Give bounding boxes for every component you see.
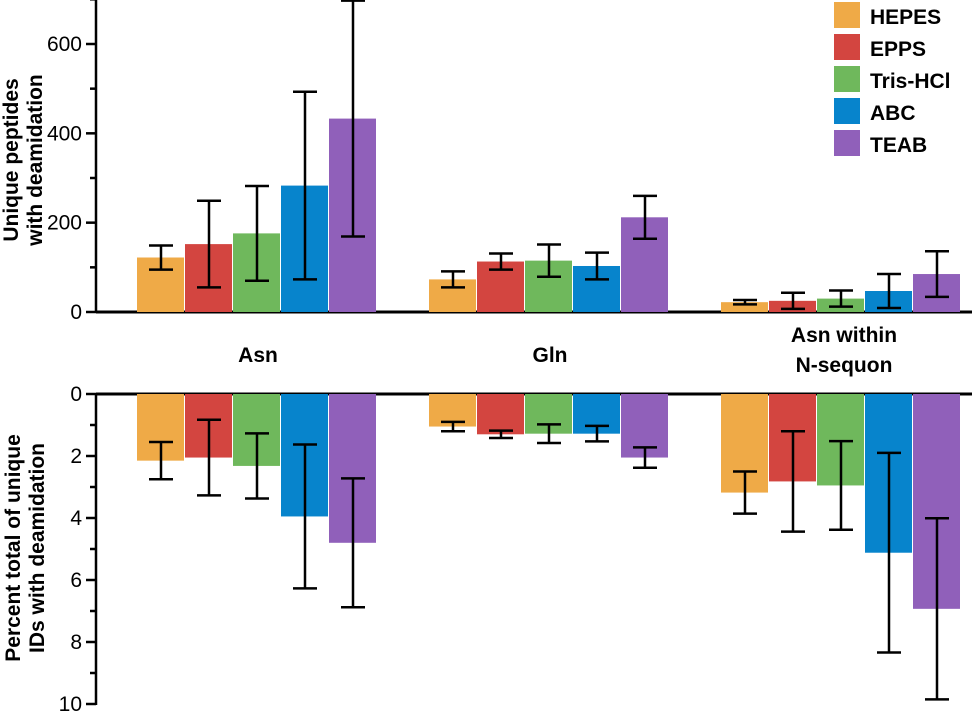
top-y-tick-label: 600	[47, 33, 82, 56]
legend-label-epps: EPPS	[870, 38, 926, 61]
top-y-axis-title-line: with deamidation	[24, 74, 47, 247]
legend-swatch-epps	[834, 34, 860, 60]
category-label-line: Asn	[238, 344, 278, 367]
bottom-y-tick-label: 4	[70, 507, 82, 530]
category-label-line: Asn within	[791, 324, 897, 347]
category-label-2: Asn within N-sequon	[791, 324, 897, 377]
category-label-1: Gln	[533, 344, 568, 367]
bottom-y-axis-title-line: Percent total of unique	[2, 434, 25, 662]
legend-swatch-tris-hcl	[834, 66, 860, 92]
bottom-bar-chart: 0 2 4 6 8 10 Percent total of uniqueIDs with d…	[2, 383, 972, 714]
top-y-tick-label: 0	[70, 301, 82, 324]
legend-label-abc: ABC	[870, 102, 916, 125]
category-label-line: Gln	[533, 344, 568, 367]
legend-swatch-hepes	[834, 2, 860, 28]
legend-swatch-abc	[834, 98, 860, 124]
top-y-tick-label: 400	[47, 122, 82, 145]
legend-label-tris-hcl: Tris-HCl	[870, 70, 951, 93]
bottom-y-tick-label: 8	[70, 631, 82, 654]
top-y-axis-title: Unique peptideswith deamidation	[0, 74, 47, 247]
category-label-line: N-sequon	[796, 354, 893, 377]
bottom-y-tick-label: 0	[70, 383, 82, 406]
bottom-y-tick-label: 2	[70, 445, 82, 468]
legend: HEPES EPPS Tris-HCl ABC TEAB	[834, 2, 951, 157]
bottom-y-tick-label: 10	[59, 693, 82, 714]
top-y-tick-label: 200	[47, 212, 82, 235]
category-labels: Asn Gln Asn within N-sequon	[238, 324, 897, 377]
top-bar-hepes-2	[721, 302, 768, 312]
legend-swatch-teab	[834, 130, 860, 156]
bottom-bar-epps-1	[477, 394, 524, 435]
bottom-y-axis-title-line: IDs with deamidation	[26, 443, 49, 653]
category-label-0: Asn	[238, 344, 278, 367]
top-y-axis-title-line: Unique peptides	[0, 78, 23, 241]
legend-label-hepes: HEPES	[870, 6, 941, 29]
legend-label-teab: TEAB	[870, 134, 927, 157]
bottom-y-axis-title: Percent total of uniqueIDs with deamidat…	[2, 434, 49, 662]
bottom-y-tick-label: 6	[70, 569, 82, 592]
